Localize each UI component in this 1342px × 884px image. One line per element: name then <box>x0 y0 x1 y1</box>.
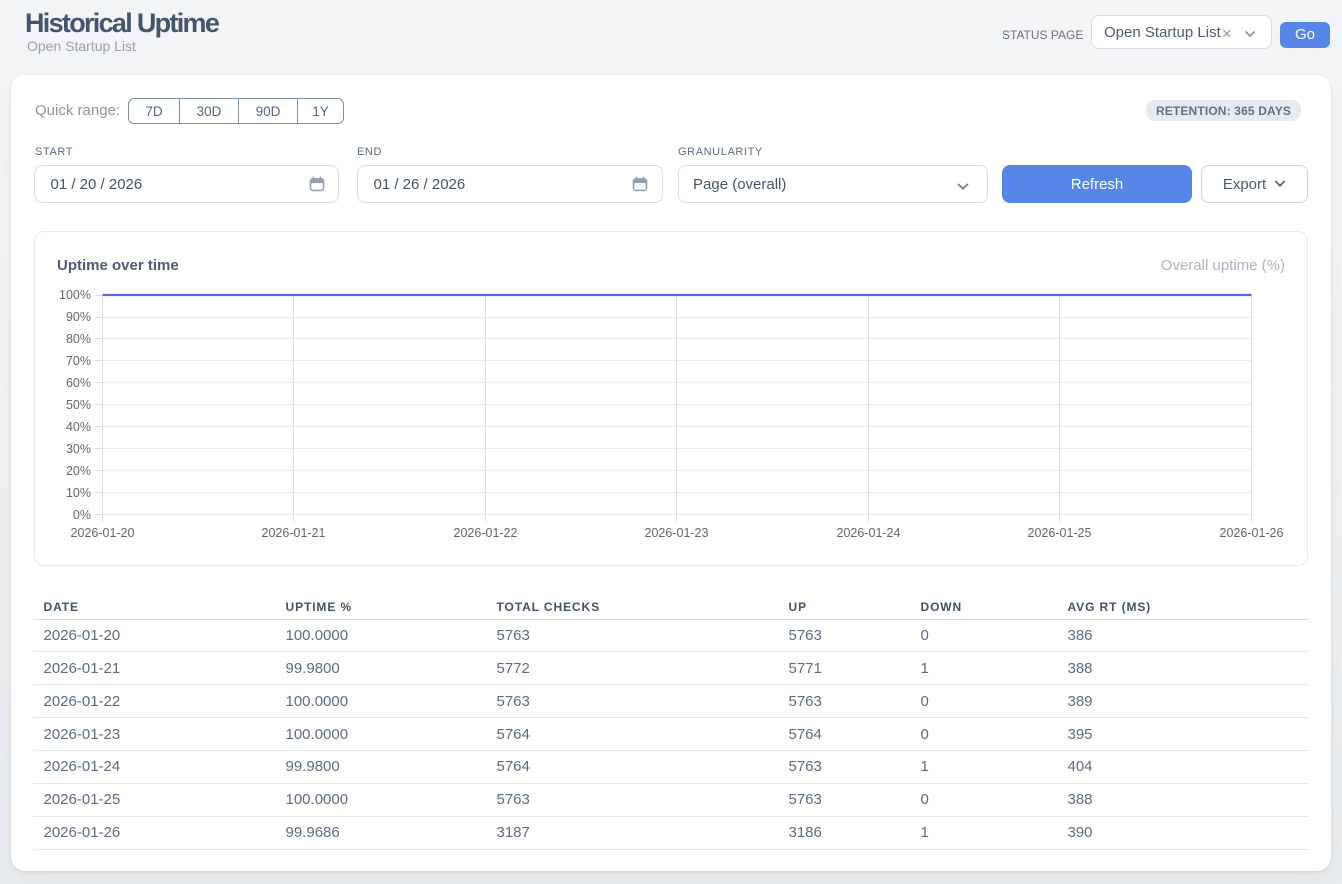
svg-text:2026-01-25: 2026-01-25 <box>1028 526 1092 540</box>
svg-text:60%: 60% <box>66 376 91 390</box>
svg-text:30%: 30% <box>66 442 91 456</box>
svg-text:2026-01-23: 2026-01-23 <box>645 526 709 540</box>
svg-text:2026-01-22: 2026-01-22 <box>454 526 518 540</box>
svg-text:2026-01-26: 2026-01-26 <box>1220 526 1284 540</box>
svg-text:90%: 90% <box>66 310 91 324</box>
svg-text:2026-01-21: 2026-01-21 <box>262 526 326 540</box>
svg-text:2026-01-20: 2026-01-20 <box>71 526 135 540</box>
svg-text:2026-01-24: 2026-01-24 <box>837 526 901 540</box>
svg-text:50%: 50% <box>66 398 91 412</box>
svg-text:20%: 20% <box>66 464 91 478</box>
svg-text:0%: 0% <box>73 508 91 522</box>
svg-text:100%: 100% <box>59 288 91 302</box>
svg-text:70%: 70% <box>66 354 91 368</box>
svg-text:80%: 80% <box>66 332 91 346</box>
svg-text:10%: 10% <box>66 486 91 500</box>
svg-text:40%: 40% <box>66 420 91 434</box>
